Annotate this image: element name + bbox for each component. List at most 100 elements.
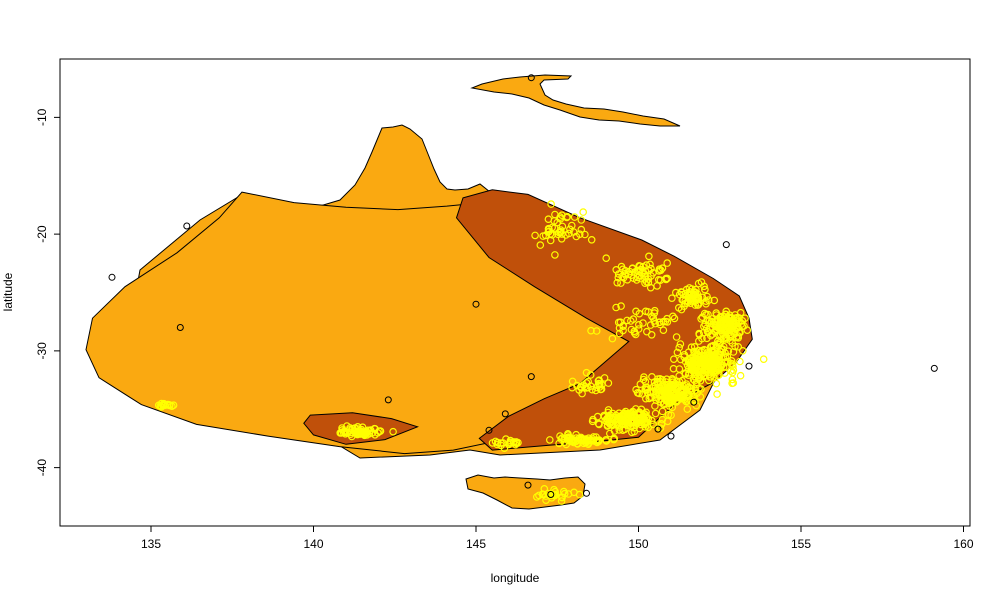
- occurrence-point: [363, 431, 371, 439]
- occurrence-point: [567, 437, 576, 446]
- occurrence-point: [630, 327, 639, 336]
- occurrence-point: [734, 333, 743, 342]
- record-point: [583, 489, 590, 497]
- occurrence-point: [759, 355, 768, 364]
- occurrence-point: [582, 368, 591, 377]
- occurrence-point: [558, 222, 567, 231]
- y-tick-label: -20: [35, 225, 49, 243]
- occurrence-point: [650, 309, 659, 317]
- record-point: [654, 425, 662, 433]
- occurrence-point: [630, 423, 639, 432]
- occurrence-point: [715, 347, 724, 355]
- occurrence-point: [547, 200, 555, 208]
- occurrence-point: [731, 314, 740, 322]
- occurrence-point: [670, 314, 679, 323]
- occurrence-point: [637, 420, 645, 429]
- occurrence-point: [615, 426, 624, 434]
- occurrence-point: [618, 265, 627, 274]
- occurrence-point: [711, 327, 719, 335]
- occurrence-point: [545, 436, 554, 444]
- occurrence-point: [736, 371, 745, 380]
- occurrence-point: [579, 208, 588, 216]
- record-point: [722, 241, 730, 249]
- occurrence-point: [635, 267, 644, 275]
- x-tick-label: 145: [466, 537, 486, 551]
- record-point: [176, 324, 184, 331]
- occurrence-point: [690, 342, 699, 351]
- occurrence-point: [728, 375, 737, 384]
- occurrence-point: [702, 310, 710, 319]
- occurrence-point: [646, 321, 655, 329]
- occurrence-point: [602, 437, 611, 445]
- occurrence-point: [500, 444, 509, 453]
- occurrence-point: [664, 385, 672, 394]
- occurrence-point: [684, 371, 693, 380]
- occurrence-point: [700, 357, 708, 365]
- occurrence-point: [722, 363, 730, 371]
- occurrence-point: [630, 418, 638, 427]
- occurrence-point: [708, 342, 716, 351]
- record-point: [527, 74, 535, 82]
- occurrence-point: [623, 414, 631, 422]
- occurrence-point: [584, 434, 593, 443]
- occurrence-point: [554, 230, 562, 239]
- occurrence-point: [700, 282, 708, 291]
- occurrence-point: [630, 427, 639, 436]
- map-layer: [85, 74, 938, 510]
- occurrence-point: [639, 319, 647, 327]
- occurrence-point: [340, 428, 349, 436]
- occurrence-point: [710, 296, 719, 305]
- x-tick-label: 140: [303, 537, 323, 551]
- occurrence-point: [698, 346, 707, 355]
- occurrence-point: [557, 497, 566, 505]
- record-point: [930, 364, 938, 372]
- occurrence-point: [675, 391, 683, 400]
- occurrence-point: [586, 382, 595, 390]
- occurrence-point: [627, 271, 636, 280]
- occurrence-point: [687, 295, 696, 303]
- occurrence-point: [595, 420, 603, 429]
- occurrence-point: [531, 231, 539, 240]
- occurrence-point: [696, 376, 705, 385]
- occurrence-point: [635, 271, 644, 280]
- occurrence-point: [550, 217, 559, 225]
- record-point: [527, 373, 535, 381]
- occurrence-point: [730, 325, 738, 333]
- occurrence-point: [587, 436, 595, 445]
- occurrence-point: [577, 216, 586, 224]
- occurrence-point: [669, 364, 678, 373]
- occurrence-point: [731, 311, 739, 319]
- occurrence-point: [713, 390, 721, 398]
- occurrence-point: [642, 327, 651, 336]
- occurrence-point: [728, 360, 737, 368]
- occurrence-point: [663, 259, 672, 267]
- occurrence-point: [347, 432, 356, 441]
- occurrence-point: [710, 372, 718, 381]
- occurrence-point: [734, 342, 743, 351]
- occurrence-point: [548, 231, 557, 239]
- x-tick-label: 160: [953, 537, 973, 551]
- occurrence-point: [672, 385, 681, 393]
- occurrence-point: [612, 303, 620, 312]
- occurrence-point: [721, 353, 730, 362]
- occurrence-point: [653, 378, 662, 386]
- record-point: [472, 300, 480, 308]
- occurrence-point: [701, 285, 709, 294]
- occurrence-point: [673, 348, 682, 357]
- occurrence-point: [671, 288, 680, 297]
- occurrence-point: [741, 314, 749, 323]
- occurrence-point: [651, 319, 660, 328]
- occurrence-point: [570, 213, 579, 221]
- occurrence-point: [713, 337, 722, 346]
- occurrence-point: [679, 391, 688, 400]
- plot-frame: [59, 58, 971, 527]
- occurrence-point: [658, 415, 667, 424]
- occurrence-point: [656, 390, 664, 399]
- occurrence-point: [680, 302, 688, 311]
- occurrence-point: [659, 326, 668, 335]
- occurrence-point: [577, 225, 586, 234]
- occurrence-point: [641, 377, 650, 386]
- occurrence-point: [389, 427, 397, 436]
- occurrence-point: [570, 488, 578, 497]
